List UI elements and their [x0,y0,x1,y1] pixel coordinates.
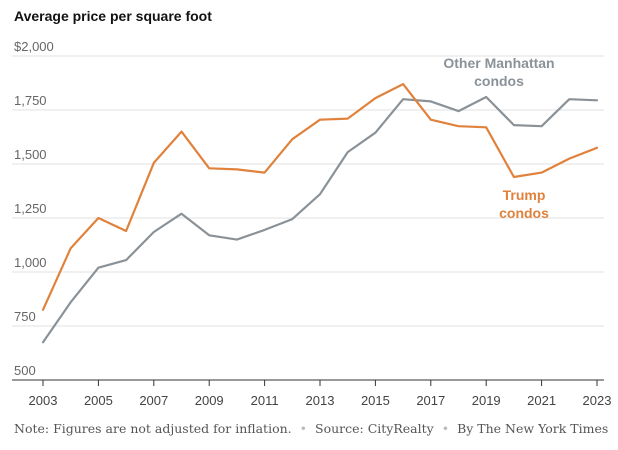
x-tick-label: 2021 [527,393,556,408]
y-tick-label: 1,250 [14,201,47,216]
footer-source: Source: CityRealty [315,421,434,436]
series-line [41,95,599,344]
y-tick-label: $2,000 [14,39,54,54]
x-tick-label: 2013 [306,393,335,408]
series-label: condos [499,205,549,221]
x-tick-label: 2017 [416,393,445,408]
footer-note: Note: Figures are not adjusted for infla… [14,421,292,436]
x-tick-label: 2003 [29,393,58,408]
line-chart: 500 750 1,000 1,250 1,500 1,750 $2,000 2003 2005… [12,39,612,408]
x-tick-label: 2005 [84,393,113,408]
footer-separator: • [299,421,307,436]
x-tick-label: 2019 [472,393,501,408]
series-label: Other Manhattan [443,55,554,71]
chart-title: Average price per square foot [14,8,212,24]
y-tick-label: 500 [14,363,36,378]
x-tick-label: 2011 [251,393,279,408]
x-tick-label: 2007 [139,393,168,408]
footer-separator: • [441,421,450,436]
chart-footer: Note: Figures are not adjusted for infla… [14,421,608,436]
series-line [41,82,599,311]
footer-byline: By The New York Times [457,421,609,436]
y-tick-label: 1,750 [14,93,47,108]
x-tick-label: 2009 [195,393,224,408]
y-tick-label: 1,000 [14,255,47,270]
series-label: condos [474,73,524,89]
series-label: Trump [503,187,546,203]
x-tick-label: 2015 [361,393,390,408]
y-tick-label: 750 [14,309,36,324]
y-tick-label: 1,500 [14,147,47,162]
x-tick-label: 2023 [583,393,612,408]
